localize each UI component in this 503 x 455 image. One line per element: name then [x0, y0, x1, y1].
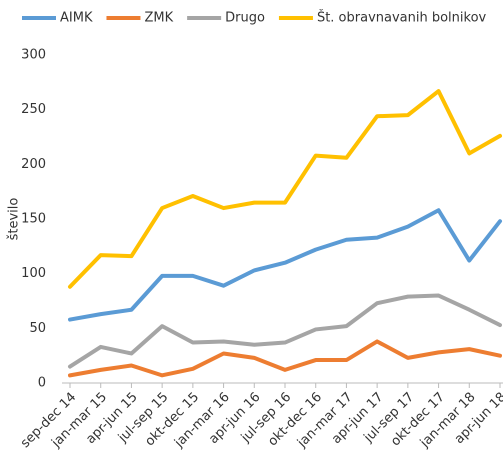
legend-label: Št. obravnavanih bolnikov [317, 10, 487, 26]
y-tick-label: 0 [38, 376, 46, 391]
y-tick-label: 300 [21, 48, 46, 63]
legend-label: AIMK [60, 11, 93, 26]
legend-label: Drugo [225, 11, 265, 26]
y-tick-label: 100 [21, 266, 46, 281]
legend-label: ZMK [144, 11, 173, 26]
line [68, 339, 502, 378]
y-tick-label: 250 [21, 102, 46, 117]
y-tick-label: 200 [21, 157, 46, 172]
line [68, 89, 502, 289]
line [68, 293, 502, 369]
y-axis-label: število [7, 198, 22, 241]
line [68, 208, 502, 322]
y-tick-label: 50 [29, 321, 46, 336]
y-tick-label: 150 [21, 212, 46, 227]
